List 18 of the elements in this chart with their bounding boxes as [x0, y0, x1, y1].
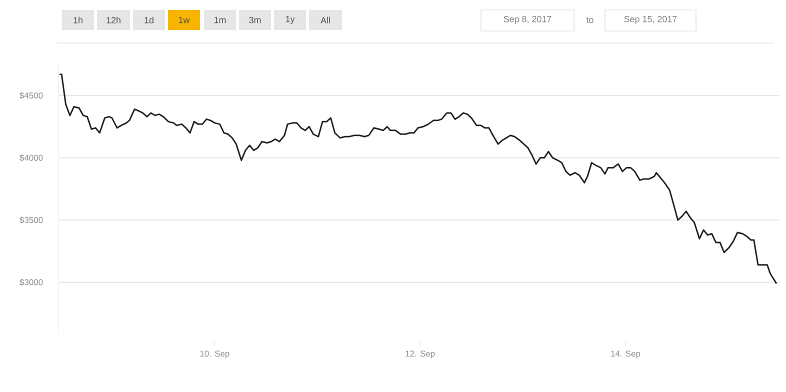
x-tick-label: 10. Sep: [200, 350, 230, 358]
y-tick-label: $3000: [20, 278, 43, 286]
y-tick-label: $3500: [20, 216, 43, 224]
x-tick-label: 14. Sep: [611, 350, 640, 358]
text: 1w: [178, 16, 190, 24]
text: to: [586, 17, 594, 23]
text: 1y: [286, 16, 295, 24]
text: 1h: [74, 16, 82, 24]
text: 12h: [106, 16, 120, 24]
text: 1d: [144, 16, 154, 24]
text: Sep 8, 2017: [504, 16, 552, 24]
text: All: [320, 16, 330, 24]
text: Sep 15, 2017: [624, 16, 677, 24]
text: 1m: [214, 16, 226, 24]
y-tick-label: $4000: [20, 154, 43, 162]
text: 3m: [249, 16, 261, 24]
x-tick-label: 12. Sep: [406, 350, 435, 358]
y-tick-label: $4500: [20, 92, 43, 99]
